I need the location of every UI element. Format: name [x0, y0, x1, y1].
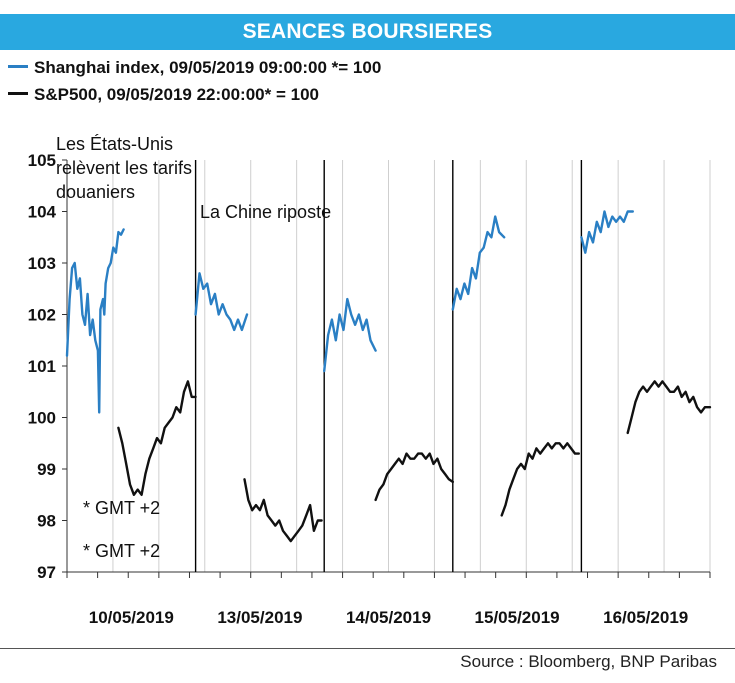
- chart-labels: 97 98 99 100 101 102 103 104 105 10/05/2019 13/05/…: [28, 134, 689, 627]
- y-tick-label: 99: [37, 460, 56, 479]
- shanghai-series-line: [194, 272, 249, 332]
- y-tick-label: 103: [28, 254, 56, 273]
- footer-divider: [0, 648, 735, 649]
- y-tick-label: 102: [28, 306, 56, 325]
- chart-banner-title: SEANCES BOURSIERES: [0, 14, 735, 50]
- legend-item-shanghai: Shanghai index, 09/05/2019 09:00:00 *= 1…: [8, 58, 381, 78]
- y-tick-label: 100: [28, 409, 56, 428]
- x-tick-label: 13/05/2019: [217, 608, 302, 627]
- sp500-series-line: [374, 452, 454, 502]
- shanghai-series-line: [580, 210, 634, 254]
- legend-label-shanghai: Shanghai index, 09/05/2019 09:00:00 *= 1…: [34, 58, 382, 77]
- legend-label-sp500: S&P500, 09/05/2019 22:00:00* = 100: [34, 85, 319, 104]
- legend-swatch-shanghai: [8, 65, 28, 69]
- annotation-tariffs: Les États-Unis: [56, 134, 173, 154]
- sp500-series-line: [500, 442, 580, 517]
- y-tick-label: 98: [37, 512, 56, 531]
- shanghai-series-line: [65, 228, 125, 414]
- x-tick-label: 15/05/2019: [475, 608, 560, 627]
- x-tick-label: 10/05/2019: [89, 608, 174, 627]
- series-lines: [65, 210, 712, 543]
- x-tick-label: 14/05/2019: [346, 608, 431, 627]
- shanghai-series-line: [451, 215, 506, 311]
- source-note: Source : Bloomberg, BNP Paribas: [460, 652, 717, 671]
- y-tick-label: 104: [28, 203, 57, 222]
- annotation-tariffs: relèvent les tarifs: [56, 158, 192, 178]
- sp500-series-line: [626, 380, 712, 435]
- sp500-series-line: [243, 478, 323, 543]
- annotation-china-retaliates: La Chine riposte: [200, 202, 331, 222]
- sp500-series-line: [117, 380, 197, 496]
- y-tick-label: 97: [37, 563, 56, 582]
- y-tick-label: 105: [28, 151, 56, 170]
- y-tick-label: 101: [28, 357, 56, 376]
- legend-item-sp500: S&P500, 09/05/2019 22:00:00* = 100: [8, 85, 319, 105]
- annotation-tariffs: douaniers: [56, 182, 135, 202]
- annotation-timezone: * GMT +2: [83, 498, 160, 518]
- annotation-timezone: * GMT +2: [83, 541, 160, 561]
- legend-swatch-sp500: [8, 92, 28, 96]
- chart-axes: [62, 159, 711, 578]
- x-tick-label: 16/05/2019: [603, 608, 688, 627]
- shanghai-series-line: [323, 297, 377, 373]
